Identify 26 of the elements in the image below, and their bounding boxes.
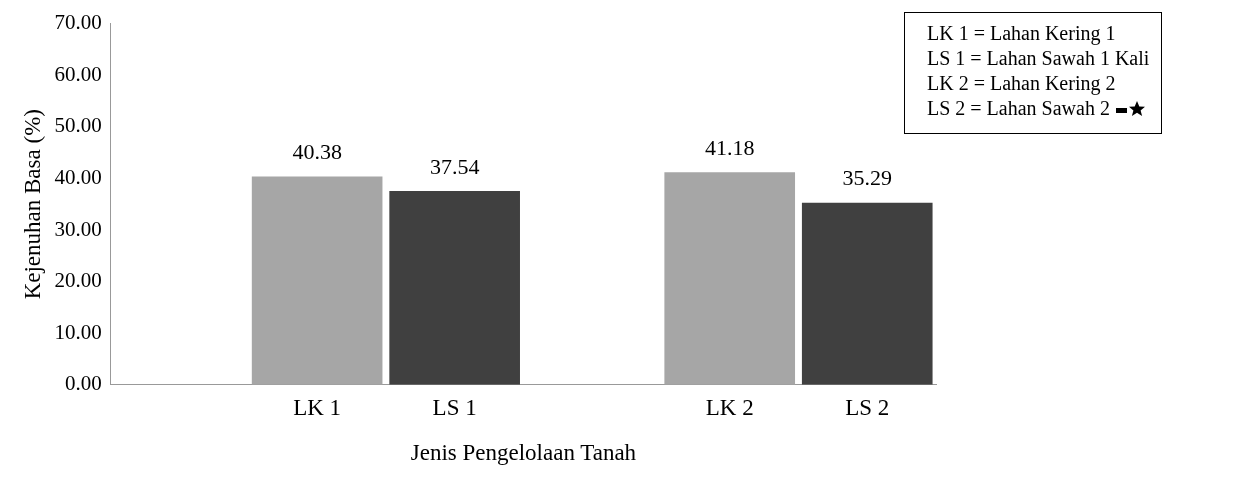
y-tick-label: 60.00 xyxy=(54,61,102,86)
y-tick-label: 10.00 xyxy=(54,319,102,344)
annotation: LK 1 = Lahan Kering 1 xyxy=(927,22,1116,44)
y-tick-label: 50.00 xyxy=(54,113,102,138)
annotation: LS 2 = Lahan Sawah 2 xyxy=(927,97,1110,119)
y-tick-label: 20.00 xyxy=(54,268,102,293)
data-label: 35.29 xyxy=(842,165,892,191)
y-tick-label: 30.00 xyxy=(54,216,102,241)
annotation: LS 1 = Lahan Sawah 1 Kali xyxy=(927,47,1150,69)
y-tick-label: 40.00 xyxy=(54,164,102,189)
x-tick-label: LK 1 xyxy=(293,394,342,420)
y-axis-title: Kejenuhan Basa (%) xyxy=(19,109,45,300)
bar xyxy=(251,176,383,385)
data-label: 37.54 xyxy=(429,153,480,179)
y-tick-label: 0.00 xyxy=(65,371,102,396)
bar xyxy=(389,191,520,385)
x-tick-label: LK 2 xyxy=(705,394,754,420)
x-tick-label: LS 1 xyxy=(432,394,477,420)
bar xyxy=(664,172,796,385)
data-label: 40.38 xyxy=(292,139,342,165)
x-tick-label: LS 2 xyxy=(845,394,890,420)
x-axis-title: Jenis Pengelolaan Tanah xyxy=(410,440,637,466)
annotation: LK 2 = Lahan Kering 2 xyxy=(927,72,1116,94)
y-tick-label: 70.00 xyxy=(54,10,102,35)
bar xyxy=(801,202,933,385)
data-label: 41.18 xyxy=(704,135,755,161)
